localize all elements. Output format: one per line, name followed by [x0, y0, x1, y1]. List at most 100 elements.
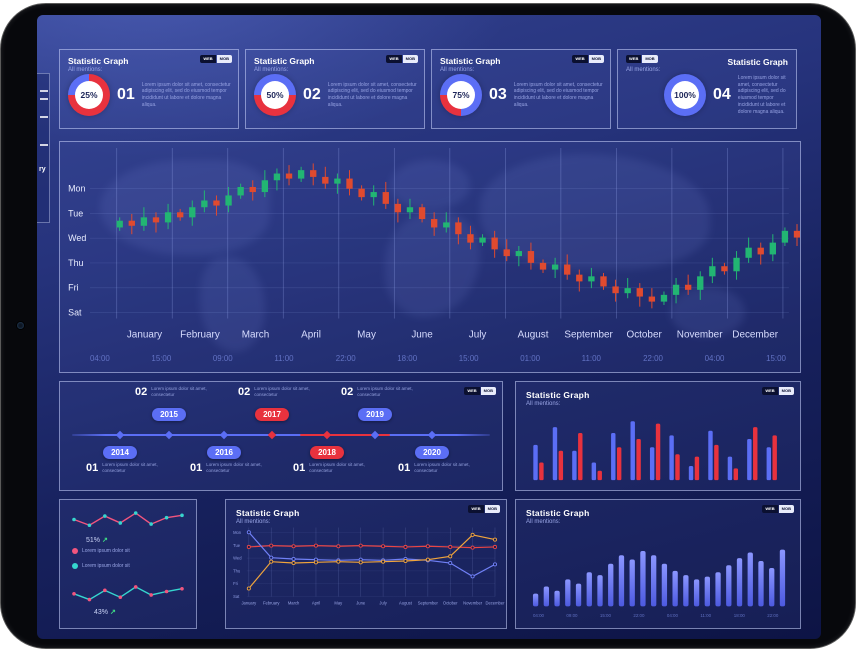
timeline-year-2017[interactable]: 2017 — [255, 408, 289, 421]
legend-label: Lorem ipsum dolor sit — [82, 563, 130, 569]
svg-text:Thu: Thu — [233, 568, 241, 573]
svg-text:Tue: Tue — [68, 208, 83, 218]
svg-text:January: January — [127, 329, 162, 340]
trend-up-icon: ↗ — [102, 537, 108, 544]
svg-text:September: September — [564, 329, 613, 340]
svg-text:22:00: 22:00 — [336, 354, 356, 363]
timeline-entry-info: 02 Lorem ipsum dolor sit amet, consectetu… — [341, 386, 413, 398]
menu-line-icon — [40, 116, 48, 118]
map-blob — [200, 257, 265, 352]
legend-dot-teal — [72, 563, 78, 569]
timeline-entry-info: 01 Lorem ipsum dolor sit amet, consectetu… — [190, 462, 262, 474]
web-mob-toggle[interactable]: WEB MOB — [464, 387, 496, 395]
side-menu-label: ry — [39, 166, 46, 173]
svg-text:04:00: 04:00 — [90, 354, 110, 363]
panel-title: Statistic Graph — [526, 508, 590, 518]
badge-mob[interactable]: MOB — [642, 55, 658, 63]
web-mob-toggle[interactable]: WEB MOB — [762, 387, 794, 395]
badge-web[interactable]: WEB — [762, 387, 778, 395]
timeline-year-2019[interactable]: 2019 — [358, 408, 392, 421]
donut-percent: 25% — [75, 81, 103, 109]
svg-text:09:00: 09:00 — [566, 613, 578, 618]
card-subtitle: All mentions: — [626, 67, 661, 73]
svg-text:December: December — [485, 600, 505, 605]
svg-text:April: April — [312, 600, 320, 605]
svg-text:15:00: 15:00 — [600, 613, 612, 618]
svg-text:March: March — [288, 600, 300, 605]
card-number: 03 — [489, 86, 507, 103]
svg-text:March: March — [242, 329, 270, 340]
badge-web[interactable]: WEB — [626, 55, 642, 63]
card-description: Lorem ipsum dolor sit amet, consectetur … — [513, 81, 603, 108]
timeline-year-2014[interactable]: 2014 — [103, 446, 137, 459]
timeline-year-2016[interactable]: 2016 — [207, 446, 241, 459]
timeline-year-2020[interactable]: 2020 — [415, 446, 449, 459]
timeline-entry-info: 02 Lorem ipsum dolor sit amet, consectetu… — [135, 386, 207, 398]
svg-text:15:00: 15:00 — [459, 354, 479, 363]
web-mob-toggle[interactable]: WEB MOB — [762, 505, 794, 513]
badge-mob[interactable]: MOB — [588, 55, 604, 63]
badge-mob[interactable]: MOB — [778, 387, 794, 395]
candlestick-panel: Mon Tue Wed Thu Fri Sat January February March Ap… — [59, 141, 801, 373]
sparkline-chart-bottom — [72, 585, 184, 602]
web-mob-toggle[interactable]: WEB MOB — [626, 55, 658, 63]
web-mob-toggle[interactable]: WEB MOB — [386, 55, 418, 63]
sparkline-chart-top — [72, 511, 184, 528]
badge-mob[interactable]: MOB — [216, 55, 232, 63]
badge-mob[interactable]: MOB — [480, 387, 496, 395]
web-mob-toggle[interactable]: WEB MOB — [572, 55, 604, 63]
badge-mob[interactable]: MOB — [484, 505, 500, 513]
card-number: 01 — [117, 86, 135, 103]
svg-text:Mon: Mon — [68, 184, 85, 194]
badge-web[interactable]: WEB — [762, 505, 778, 513]
donut-chart: 100% — [664, 74, 706, 116]
card-title: Statistic Graph — [254, 56, 315, 66]
panel-title: Statistic Graph — [236, 508, 300, 518]
web-mob-toggle[interactable]: WEB MOB — [468, 505, 500, 513]
legend-item: Lorem ipsum dolor sit — [72, 563, 130, 569]
timeline-marker-icon — [164, 430, 174, 439]
svg-text:August: August — [518, 329, 549, 340]
tablet-frame: ry Statistic Graph All mentions: WEB MOB… — [0, 3, 856, 649]
stat-card-2: Statistic Graph All mentions: WEB MOB 50… — [245, 49, 425, 129]
card-body: 25% 01 Lorem ipsum dolor sit amet, conse… — [68, 74, 232, 116]
svg-text:11:00: 11:00 — [582, 354, 602, 363]
percent-value: 51% — [86, 536, 101, 544]
badge-web[interactable]: WEB — [200, 55, 216, 63]
stat-card-4: Statistic Graph All mentions: WEB MOB 10… — [617, 49, 797, 129]
svg-text:July: July — [469, 329, 487, 340]
percent-value: 43% — [94, 608, 109, 616]
svg-text:09:00: 09:00 — [213, 354, 233, 363]
stat-cards-row: Statistic Graph All mentions: WEB MOB 25… — [59, 49, 797, 129]
svg-text:22:00: 22:00 — [643, 354, 663, 363]
svg-text:Sat: Sat — [233, 594, 240, 599]
svg-text:11:00: 11:00 — [274, 354, 294, 363]
card-number: 02 — [303, 86, 321, 103]
svg-text:April: April — [301, 329, 321, 340]
card-subtitle: All mentions: — [440, 67, 475, 73]
menu-line-icon — [40, 90, 48, 92]
badge-mob[interactable]: MOB — [778, 505, 794, 513]
svg-text:Wed: Wed — [68, 233, 86, 243]
svg-text:February: February — [180, 329, 220, 340]
card-title: Statistic Graph — [727, 57, 788, 67]
card-subtitle: All mentions: — [254, 67, 289, 73]
timeline-year-2015[interactable]: 2015 — [152, 408, 186, 421]
badge-web[interactable]: WEB — [464, 387, 480, 395]
timeline-year-2018[interactable]: 2018 — [310, 446, 344, 459]
map-blob — [670, 287, 745, 337]
svg-text:Tue: Tue — [233, 543, 241, 548]
legend-label: Lorem ipsum dolor sit — [82, 548, 130, 554]
web-mob-toggle[interactable]: WEB MOB — [200, 55, 232, 63]
badge-mob[interactable]: MOB — [402, 55, 418, 63]
legend-dot-pink — [72, 548, 78, 554]
card-description: Lorem ipsum dolor sit amet, consectetur … — [141, 81, 231, 108]
timeline-entry-info: 01 Lorem ipsum dolor sit amet, consectetu… — [293, 462, 365, 474]
timeline-entry-info: 01 Lorem ipsum dolor sit amet, consectetu… — [398, 462, 470, 474]
badge-web[interactable]: WEB — [572, 55, 588, 63]
badge-web[interactable]: WEB — [468, 505, 484, 513]
svg-text:Wed: Wed — [233, 556, 242, 561]
side-menu-cropped[interactable]: ry — [37, 73, 50, 223]
badge-web[interactable]: WEB — [386, 55, 402, 63]
